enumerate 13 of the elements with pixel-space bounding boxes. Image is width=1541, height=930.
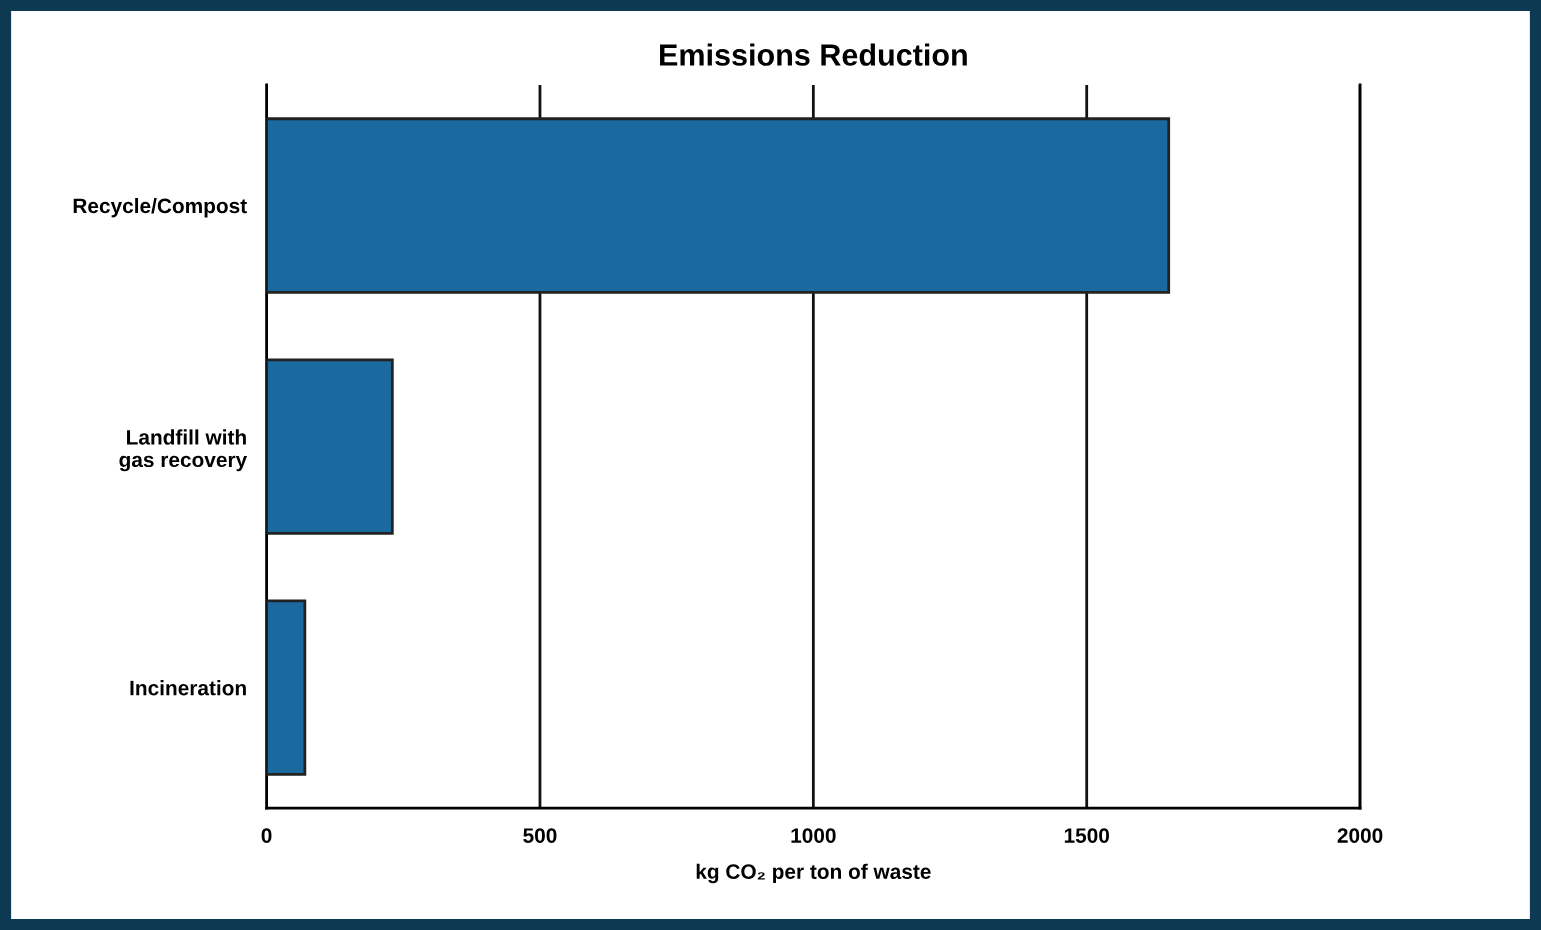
- bar: [266, 117, 1171, 294]
- y-tick-label: Landfill with gas recovery: [119, 429, 248, 472]
- bar: [266, 358, 394, 535]
- x-tick-label: 500: [523, 828, 557, 843]
- y-tick-label: Incineration: [130, 680, 246, 696]
- bar: [266, 599, 307, 776]
- x-tick-label: 1500: [1064, 828, 1110, 843]
- x-tick-label: 1000: [791, 828, 836, 843]
- x-axis-title: kg CO₂ per ton of waste: [696, 863, 931, 884]
- x-tick-label: 2000: [1337, 828, 1383, 843]
- x-tick-label: 0: [261, 828, 272, 843]
- chart-title: Emissions Reduction: [660, 43, 967, 66]
- y-tick-label: Recycle/Compost: [73, 197, 247, 218]
